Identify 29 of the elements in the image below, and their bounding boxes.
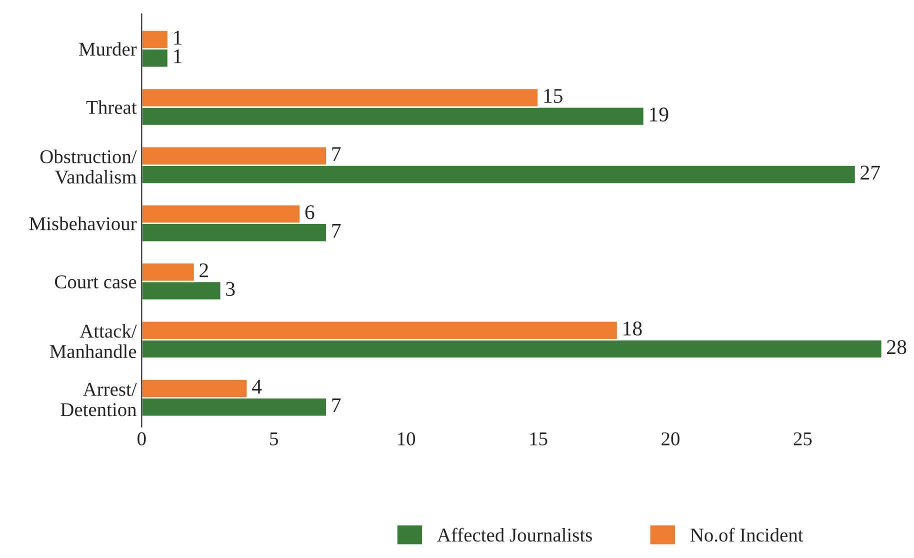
legend-label: Affected Journalists [437,528,592,542]
data-label: 6 [305,205,314,220]
x-tick-label: 5 [270,432,278,446]
x-tick-label: 0 [138,432,146,446]
data-label: 2 [200,263,208,278]
data-label: 7 [332,398,341,412]
data-label: 3 [226,282,235,296]
data-label: 7 [332,224,341,238]
x-tick-label: 25 [794,432,812,446]
data-label: 28 [887,340,906,354]
data-label: 7 [332,147,341,161]
data-label: 27 [860,166,880,180]
data-label: 18 [624,321,642,336]
legend-label: No.of Incident [690,528,804,542]
y-tick-label: Attack/ Manhandle [50,324,137,358]
y-tick-label: Misbehaviour [29,216,137,230]
data-label: 1 [174,49,182,64]
data-label: 15 [544,88,562,103]
x-tick-label: 20 [662,432,680,446]
y-tick-label: Threat [86,100,137,114]
data-label: 4 [252,380,262,394]
data-label: 19 [650,108,668,122]
y-tick-label: Obstruction/ Vandalism [40,150,137,184]
y-tick-label: Arrest/ Detention [60,382,137,416]
x-tick-label: 10 [398,432,416,446]
y-tick-label: Court case [54,275,136,288]
x-tick-label: 15 [530,432,548,446]
data-label: 1 [174,30,182,45]
y-tick-label: Murder [79,42,137,56]
